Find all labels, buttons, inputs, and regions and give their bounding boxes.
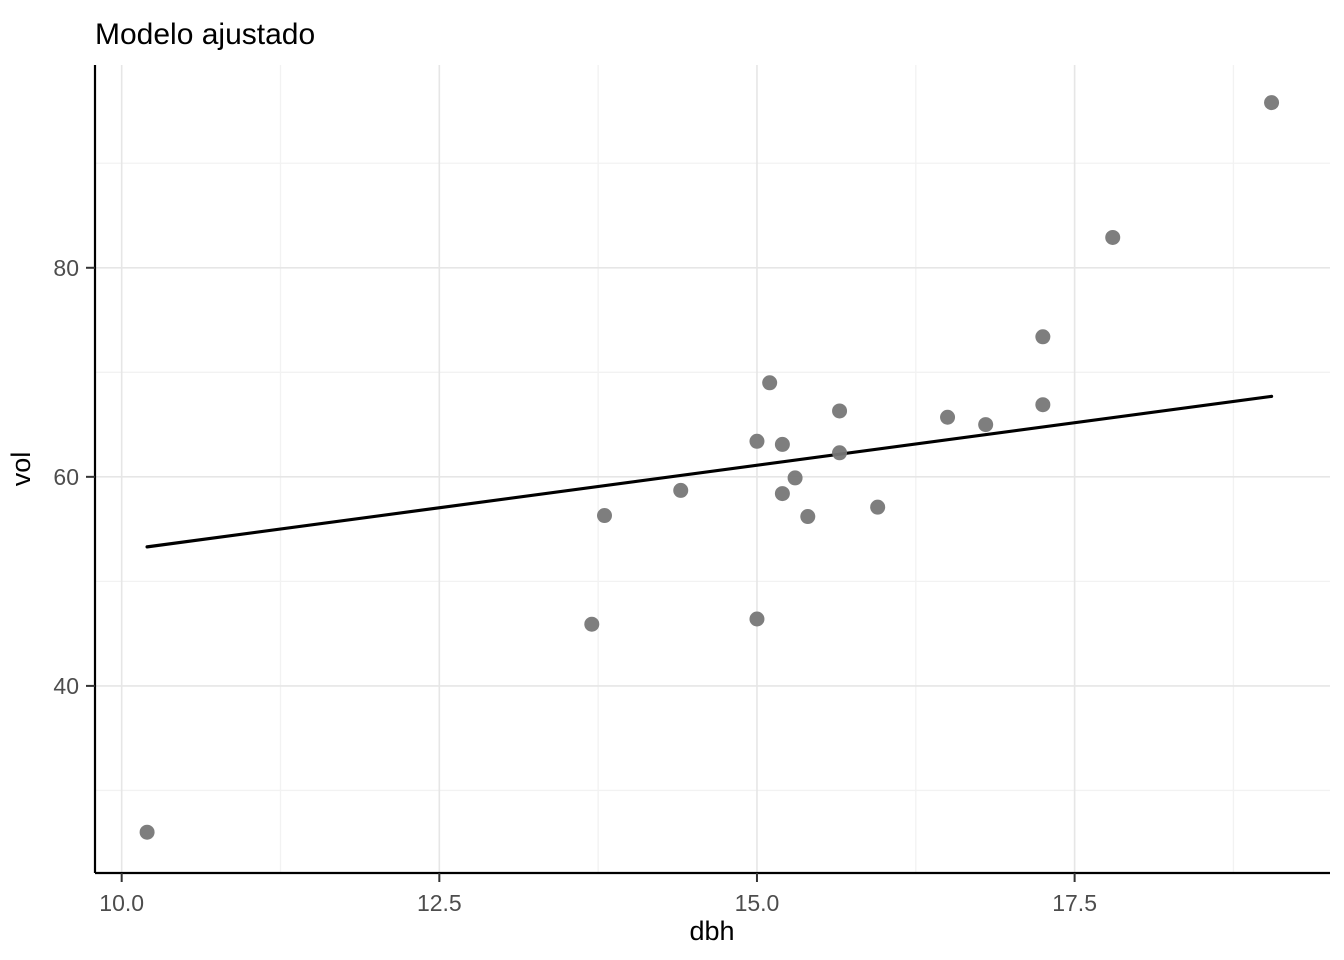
y-tick-label: 40 [53, 673, 79, 699]
data-point [584, 616, 600, 632]
y-tick-label: 80 [53, 255, 79, 281]
grid-minor [95, 65, 1330, 873]
data-point [787, 470, 803, 486]
data-points [139, 95, 1280, 840]
data-point [800, 509, 816, 525]
data-point [978, 417, 994, 433]
x-axis-title: dbh [689, 916, 734, 946]
data-point [762, 375, 778, 391]
regression-line [145, 394, 1274, 549]
data-point [1035, 329, 1051, 345]
grid-major [95, 65, 1330, 873]
data-point [774, 436, 790, 452]
data-point [749, 433, 765, 449]
y-axis-title: vol [6, 452, 36, 487]
x-tick-label: 10.0 [99, 890, 144, 916]
x-tick-label: 15.0 [735, 890, 780, 916]
data-point [1105, 229, 1121, 245]
data-point [940, 409, 956, 425]
axes [86, 65, 1330, 882]
data-point [673, 482, 689, 498]
data-point [597, 508, 613, 524]
data-point [832, 403, 848, 419]
data-point [1035, 397, 1051, 413]
tick-labels: 10.0 12.5 15.0 17.5 40 60 80 [53, 255, 1097, 916]
data-point [774, 486, 790, 502]
data-point [1264, 95, 1280, 111]
data-point [749, 611, 765, 627]
data-point [139, 824, 155, 840]
chart-title: Modelo ajustado [95, 18, 315, 51]
data-point [870, 499, 886, 515]
fit-line [145, 394, 1274, 549]
x-tick-label: 17.5 [1052, 890, 1097, 916]
data-point [832, 445, 848, 461]
y-tick-label: 60 [53, 464, 79, 490]
x-tick-label: 12.5 [417, 890, 462, 916]
